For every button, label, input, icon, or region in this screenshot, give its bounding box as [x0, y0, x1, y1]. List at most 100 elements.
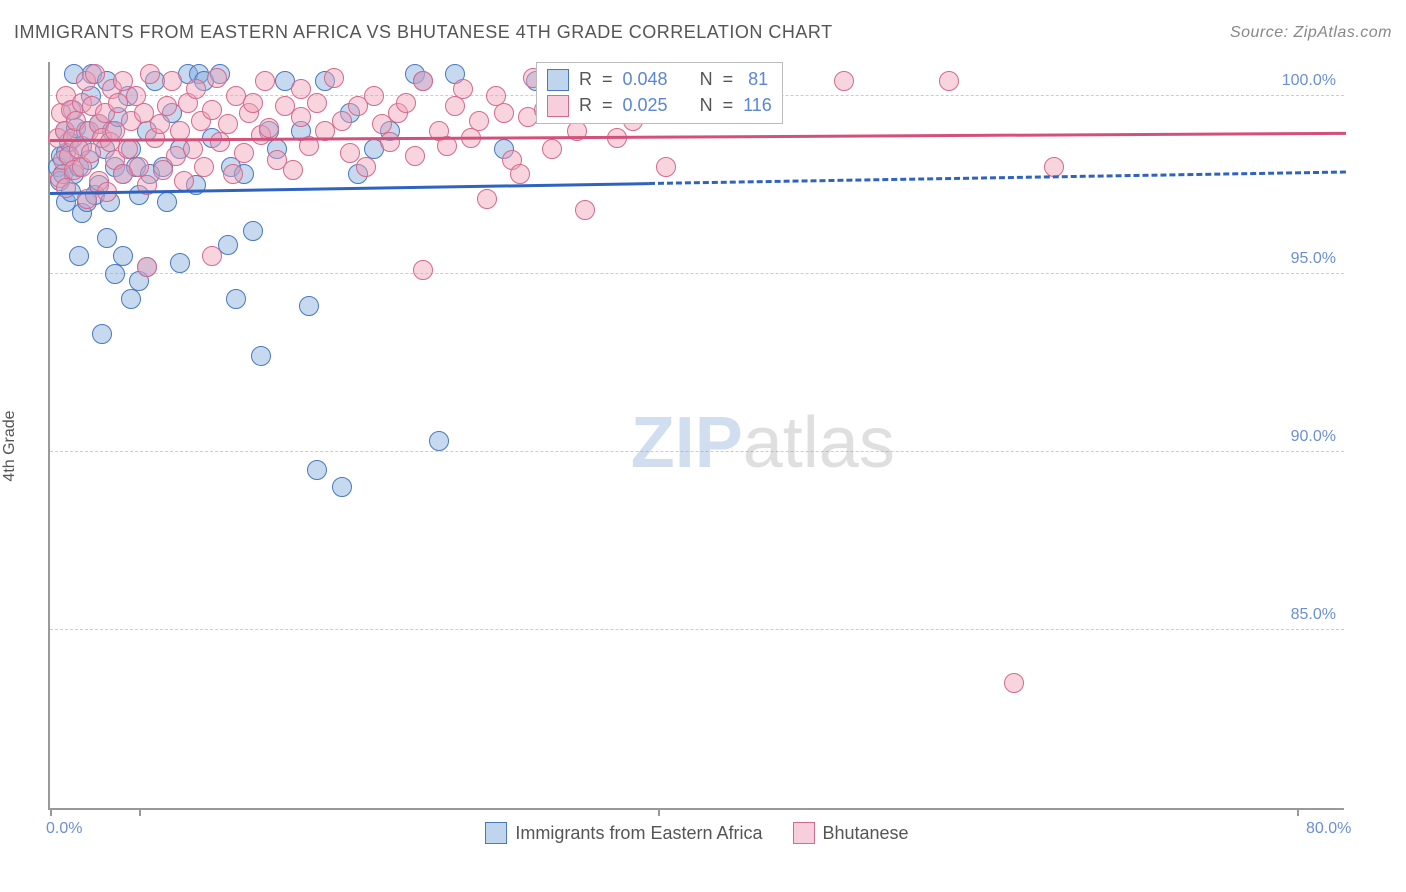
gridline	[50, 629, 1344, 630]
scatter-point	[218, 114, 238, 134]
y-tick-label: 95.0%	[1291, 250, 1336, 268]
scatter-point	[332, 477, 352, 497]
scatter-point	[307, 460, 327, 480]
legend-label-series0: Immigrants from Eastern Africa	[515, 823, 762, 844]
stats-text: 0.025	[623, 95, 668, 116]
scatter-point	[210, 132, 230, 152]
y-tick-label: 85.0%	[1291, 606, 1336, 624]
trend-line	[50, 132, 1346, 142]
scatter-point	[656, 157, 676, 177]
scatter-point	[69, 246, 89, 266]
stats-text: N	[700, 95, 713, 116]
scatter-point	[453, 79, 473, 99]
scatter-point	[542, 139, 562, 159]
watermark: ZIPatlas	[631, 402, 895, 484]
trend-line-dashed	[649, 171, 1346, 185]
scatter-point	[157, 96, 177, 116]
scatter-point	[340, 143, 360, 163]
scatter-point	[140, 64, 160, 84]
scatter-point	[56, 178, 76, 198]
stats-row: R=0.025N=116	[547, 95, 772, 117]
x-tick-mark	[139, 808, 141, 816]
plot-area: Immigrants from Eastern Africa Bhutanese…	[48, 62, 1344, 810]
scatter-point	[396, 93, 416, 113]
scatter-point	[291, 107, 311, 127]
scatter-point	[510, 164, 530, 184]
x-tick-label: 80.0%	[1306, 820, 1351, 838]
scatter-point	[445, 96, 465, 116]
stats-text: 81	[743, 69, 768, 90]
x-tick-mark	[50, 808, 52, 816]
scatter-point	[194, 157, 214, 177]
scatter-point	[105, 264, 125, 284]
stats-text: =	[723, 95, 734, 116]
scatter-point	[234, 143, 254, 163]
scatter-point	[356, 157, 376, 177]
scatter-point	[469, 111, 489, 131]
scatter-point	[92, 324, 112, 344]
y-tick-label: 100.0%	[1282, 72, 1336, 90]
legend-bottom: Immigrants from Eastern Africa Bhutanese	[50, 822, 1344, 844]
chart-title: IMMIGRANTS FROM EASTERN AFRICA VS BHUTAN…	[14, 22, 833, 43]
scatter-point	[202, 100, 222, 120]
scatter-point	[121, 289, 141, 309]
stats-text: N	[700, 69, 713, 90]
scatter-point	[259, 118, 279, 138]
scatter-point	[207, 68, 227, 88]
header-bar: IMMIGRANTS FROM EASTERN AFRICA VS BHUTAN…	[14, 22, 1392, 43]
stats-box: R=0.048N= 81R=0.025N=116	[536, 62, 783, 124]
scatter-point	[291, 79, 311, 99]
scatter-point	[324, 68, 344, 88]
scatter-point	[364, 86, 384, 106]
scatter-point	[183, 139, 203, 159]
legend-label-series1: Bhutanese	[823, 823, 909, 844]
legend-item-series0: Immigrants from Eastern Africa	[485, 822, 762, 844]
scatter-point	[251, 346, 271, 366]
y-tick-label: 90.0%	[1291, 428, 1336, 446]
gridline	[50, 451, 1344, 452]
scatter-point	[477, 189, 497, 209]
scatter-point	[255, 71, 275, 91]
x-tick-mark	[658, 808, 660, 816]
source-label: Source: ZipAtlas.com	[1230, 24, 1392, 42]
scatter-point	[243, 221, 263, 241]
x-tick-mark	[1297, 808, 1299, 816]
scatter-point	[405, 146, 425, 166]
legend-swatch-series0	[485, 822, 507, 844]
y-axis-label: 4th Grade	[1, 410, 19, 481]
scatter-point	[170, 253, 190, 273]
stats-text: =	[602, 69, 613, 90]
scatter-point	[113, 246, 133, 266]
scatter-point	[137, 257, 157, 277]
scatter-point	[939, 71, 959, 91]
scatter-point	[223, 164, 243, 184]
scatter-point	[834, 71, 854, 91]
gridline	[50, 273, 1344, 274]
scatter-point	[429, 431, 449, 451]
scatter-point	[186, 79, 206, 99]
stats-row: R=0.048N= 81	[547, 69, 772, 91]
stats-text: 0.048	[623, 69, 668, 90]
scatter-point	[413, 260, 433, 280]
scatter-point	[413, 71, 433, 91]
stats-swatch	[547, 69, 569, 91]
x-tick-label: 0.0%	[46, 820, 82, 838]
scatter-point	[299, 296, 319, 316]
legend-swatch-series1	[793, 822, 815, 844]
scatter-point	[575, 200, 595, 220]
stats-swatch	[547, 95, 569, 117]
scatter-point	[494, 103, 514, 123]
scatter-point	[307, 93, 327, 113]
scatter-point	[118, 139, 138, 159]
stats-text: =	[602, 95, 613, 116]
scatter-point	[283, 160, 303, 180]
scatter-point	[85, 64, 105, 84]
scatter-point	[162, 71, 182, 91]
scatter-point	[243, 93, 263, 113]
scatter-point	[380, 132, 400, 152]
scatter-point	[202, 246, 222, 266]
stats-text: =	[723, 69, 734, 90]
scatter-point	[1044, 157, 1064, 177]
scatter-point	[97, 228, 117, 248]
scatter-point	[157, 192, 177, 212]
